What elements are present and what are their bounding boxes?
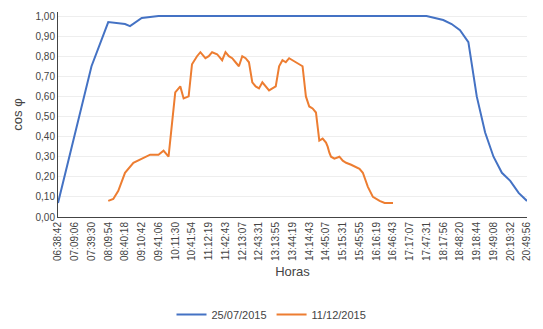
svg-text:11/12/2015: 11/12/2015 (312, 309, 366, 321)
svg-text:20:49:56: 20:49:56 (521, 222, 532, 261)
svg-text:19:49:08: 19:49:08 (488, 222, 499, 261)
svg-text:1,00: 1,00 (36, 11, 56, 22)
svg-text:08:09:54: 08:09:54 (103, 222, 114, 261)
svg-text:13:44:19: 13:44:19 (287, 222, 298, 261)
svg-text:20:19:32: 20:19:32 (505, 222, 516, 261)
svg-text:12:43:31: 12:43:31 (253, 222, 264, 261)
svg-text:07:09:06: 07:09:06 (69, 222, 80, 261)
svg-text:0,60: 0,60 (36, 91, 56, 102)
svg-text:18:17:56: 18:17:56 (438, 222, 449, 261)
svg-text:11:42:43: 11:42:43 (220, 222, 231, 261)
svg-text:25/07/2015: 25/07/2015 (212, 309, 267, 321)
svg-text:0,80: 0,80 (36, 51, 56, 62)
svg-text:15:45:55: 15:45:55 (354, 222, 365, 261)
svg-text:15:15:31: 15:15:31 (337, 222, 348, 261)
svg-text:0,20: 0,20 (36, 171, 56, 182)
svg-text:09:10:42: 09:10:42 (136, 222, 147, 261)
svg-text:16:16:19: 16:16:19 (371, 222, 382, 261)
svg-text:10:41:54: 10:41:54 (186, 222, 197, 261)
svg-text:06:38:42: 06:38:42 (52, 222, 63, 261)
svg-text:09:41:06: 09:41:06 (153, 222, 164, 261)
svg-text:13:13:55: 13:13:55 (270, 222, 281, 261)
svg-text:0,00: 0,00 (36, 212, 56, 223)
svg-text:11:12:19: 11:12:19 (203, 222, 214, 261)
svg-text:0,30: 0,30 (36, 151, 56, 162)
svg-text:12:13:07: 12:13:07 (237, 222, 248, 261)
svg-text:0,40: 0,40 (36, 131, 56, 142)
svg-text:18:48:20: 18:48:20 (454, 222, 465, 261)
svg-text:17:17:07: 17:17:07 (404, 222, 415, 261)
svg-text:cos φ: cos φ (10, 98, 25, 130)
svg-text:0,90: 0,90 (36, 31, 56, 42)
svg-text:0,70: 0,70 (36, 71, 56, 82)
svg-text:Horas: Horas (275, 264, 310, 279)
svg-text:10:11:30: 10:11:30 (170, 222, 181, 261)
svg-text:0,10: 0,10 (36, 191, 56, 202)
svg-text:17:47:31: 17:47:31 (421, 222, 432, 261)
svg-text:14:14:43: 14:14:43 (304, 222, 315, 261)
svg-text:16:46:43: 16:46:43 (387, 222, 398, 261)
svg-text:07:39:30: 07:39:30 (86, 222, 97, 261)
svg-text:14:45:07: 14:45:07 (320, 222, 331, 261)
svg-text:0,50: 0,50 (36, 111, 56, 122)
svg-text:08:40:18: 08:40:18 (119, 222, 130, 261)
svg-text:19:18:44: 19:18:44 (471, 222, 482, 261)
